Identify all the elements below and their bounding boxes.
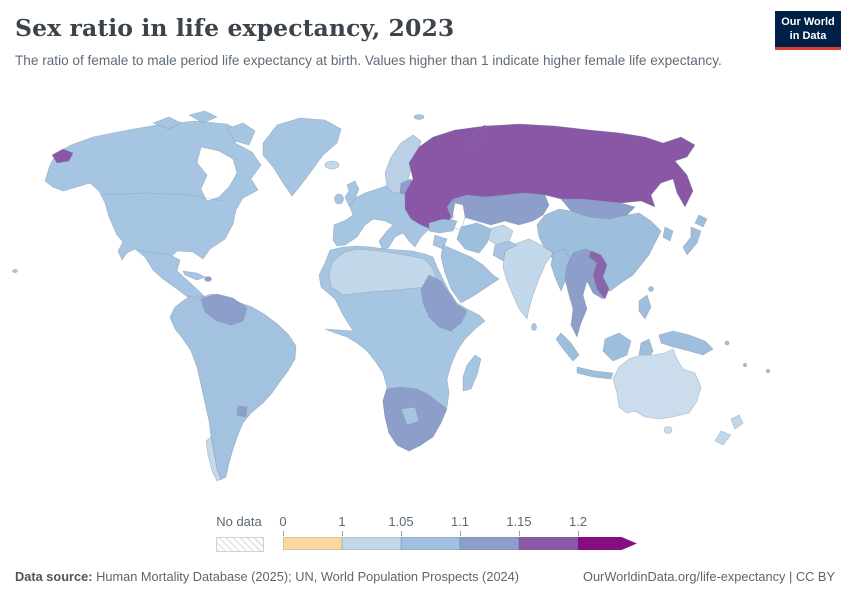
region-new-zealand-north[interactable] <box>731 415 743 429</box>
region-tasmania[interactable] <box>664 427 672 434</box>
hudson-bay <box>197 147 237 201</box>
region-solomons[interactable] <box>725 341 729 345</box>
region-hawaii[interactable] <box>13 269 18 272</box>
region-australia[interactable] <box>613 349 701 419</box>
region-sri-lanka[interactable] <box>532 324 537 331</box>
legend-tickmark <box>283 531 284 536</box>
data-source-label: Data source: <box>15 569 93 584</box>
region-vanuatu[interactable] <box>743 363 747 367</box>
region-vietnam-laos[interactable] <box>589 251 609 299</box>
region-arabia[interactable] <box>441 245 499 303</box>
region-turkey[interactable] <box>429 219 457 233</box>
region-myanmar[interactable] <box>551 249 571 291</box>
legend-tick-5: 1.2 <box>568 514 588 529</box>
region-japan-hokkaido[interactable] <box>695 215 707 227</box>
legend-tickmark <box>342 531 343 536</box>
region-philippines[interactable] <box>639 295 651 319</box>
region-hispaniola[interactable] <box>205 277 212 282</box>
region-svalbard[interactable] <box>414 115 424 120</box>
legend-tickmark <box>401 531 402 536</box>
owid-logo[interactable]: Our World in Data <box>775 11 841 50</box>
region-iceland[interactable] <box>325 161 339 169</box>
region-iran[interactable] <box>457 223 491 253</box>
region-madagascar[interactable] <box>463 355 481 391</box>
legend-tickmark <box>578 531 579 536</box>
region-india[interactable] <box>503 239 553 319</box>
region-south-america[interactable] <box>170 294 296 480</box>
us-mexico-border <box>138 250 171 255</box>
region-chile[interactable] <box>206 437 221 481</box>
legend-color-bar <box>283 537 637 550</box>
region-borneo[interactable] <box>603 333 631 361</box>
us-canada-border <box>101 193 223 201</box>
region-korea[interactable] <box>663 227 673 241</box>
legend-tick-3: 1.1 <box>450 514 470 529</box>
region-japan-honshu[interactable] <box>683 227 701 255</box>
region-ireland[interactable] <box>335 194 344 204</box>
legend-tick-1: 1 <box>338 514 346 529</box>
legend-no-data-label[interactable]: No data <box>216 514 262 529</box>
region-uruguay[interactable] <box>237 406 247 417</box>
owid-link[interactable]: OurWorldinData.org/life-expectancy | CC … <box>582 569 835 584</box>
legend-no-data-swatch[interactable] <box>216 537 264 552</box>
data-source-note: Data source: Human Mortality Database (2… <box>15 569 519 584</box>
region-botswana[interactable] <box>401 407 419 425</box>
region-fiji[interactable] <box>766 369 770 373</box>
data-source-text: Human Mortality Database (2025); UN, Wor… <box>92 569 520 584</box>
page-title: Sex ratio in life expectancy, 2023 <box>15 14 455 42</box>
region-arctic-island-2[interactable] <box>189 111 217 123</box>
region-sudan-ethiopia[interactable] <box>421 275 467 331</box>
region-uk[interactable] <box>345 181 359 206</box>
legend-bin-1.05-1.1[interactable] <box>401 537 460 550</box>
legend-tick-0: 0 <box>279 514 287 529</box>
region-pakistan[interactable] <box>493 241 517 261</box>
region-arctic-island-1[interactable] <box>153 117 181 129</box>
legend-bin-1.2-plus[interactable] <box>578 537 637 550</box>
legend-bin-1-1.05[interactable] <box>342 537 401 550</box>
legend-tick-4: 1.15 <box>506 514 532 529</box>
region-cuba[interactable] <box>183 271 205 280</box>
region-novaya-zemlya[interactable] <box>467 125 487 149</box>
region-new-zealand-south[interactable] <box>715 431 731 445</box>
legend-bin-1.1-1.15[interactable] <box>460 537 519 550</box>
owid-logo-line2: in Data <box>789 30 827 43</box>
legend-bin-0-1[interactable] <box>283 537 342 550</box>
region-chukotka[interactable] <box>52 149 73 163</box>
chart-subtitle: The ratio of female to male period life … <box>15 53 722 68</box>
region-taiwan[interactable] <box>649 287 654 292</box>
legend-tickmark <box>460 531 461 536</box>
world-map <box>5 103 845 508</box>
region-new-guinea[interactable] <box>659 331 713 355</box>
region-sahara[interactable] <box>329 249 437 295</box>
region-venezuela-guyana[interactable] <box>201 294 247 325</box>
owid-logo-line1: Our World <box>781 16 835 28</box>
legend-tickmark <box>519 531 520 536</box>
region-baffin-island[interactable] <box>227 123 255 145</box>
region-java[interactable] <box>577 367 613 379</box>
region-sumatra[interactable] <box>556 333 579 361</box>
region-greenland[interactable] <box>263 118 341 196</box>
legend-tick-2: 1.05 <box>388 514 414 529</box>
region-north-america[interactable] <box>45 121 261 319</box>
legend-bin-1.15-1.2[interactable] <box>519 537 578 550</box>
